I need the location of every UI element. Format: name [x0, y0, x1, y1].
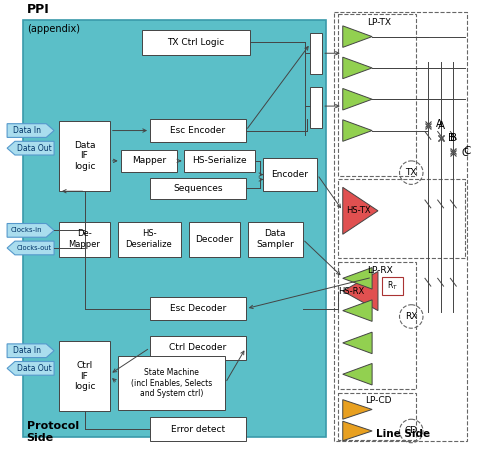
Bar	[264, 158, 317, 191]
Text: C: C	[463, 146, 470, 156]
Bar	[248, 221, 302, 257]
Text: R$_T$: R$_T$	[387, 280, 398, 292]
Text: (appendix): (appendix)	[27, 24, 80, 34]
Polygon shape	[343, 332, 372, 354]
Text: Ctrl Decoder: Ctrl Decoder	[169, 343, 227, 352]
Polygon shape	[7, 344, 54, 357]
Polygon shape	[343, 300, 372, 321]
Polygon shape	[343, 57, 372, 79]
Text: B: B	[450, 133, 457, 143]
Bar	[338, 262, 416, 389]
Text: Data Out: Data Out	[17, 144, 52, 153]
Bar	[59, 341, 110, 411]
Bar	[311, 87, 322, 128]
Text: Data In: Data In	[12, 126, 41, 135]
Polygon shape	[7, 141, 54, 155]
Polygon shape	[343, 363, 372, 385]
Text: CD: CD	[405, 427, 418, 436]
Text: HS-TX: HS-TX	[346, 206, 370, 215]
Text: Line Side: Line Side	[376, 429, 431, 439]
Polygon shape	[343, 88, 372, 110]
Bar	[311, 33, 322, 74]
Bar	[150, 119, 246, 142]
Bar	[120, 150, 178, 172]
Bar	[59, 221, 110, 257]
Bar	[23, 20, 326, 437]
Text: B: B	[448, 133, 455, 143]
Text: TX Ctrl Logic: TX Ctrl Logic	[168, 38, 225, 47]
Bar	[150, 336, 246, 360]
Text: State Machine
(incl Enables, Selects
and System ctrl): State Machine (incl Enables, Selects and…	[131, 368, 212, 398]
Polygon shape	[343, 120, 372, 141]
Bar	[382, 277, 403, 295]
Bar	[338, 393, 416, 440]
Polygon shape	[7, 241, 54, 255]
Text: Protocol
Side: Protocol Side	[27, 421, 79, 443]
Text: Clocks-out: Clocks-out	[17, 245, 52, 251]
Text: Error detect: Error detect	[171, 424, 225, 434]
Text: Mapper: Mapper	[132, 156, 166, 165]
Text: HS-Serialize: HS-Serialize	[192, 156, 247, 165]
Polygon shape	[343, 268, 372, 289]
Text: C: C	[461, 148, 468, 158]
Text: Data
IF
logic: Data IF logic	[73, 141, 95, 171]
Text: HS-RX: HS-RX	[338, 286, 364, 295]
Polygon shape	[7, 361, 54, 375]
Bar	[118, 356, 225, 410]
Text: Data
Sampler: Data Sampler	[256, 229, 294, 249]
Text: De-
Mapper: De- Mapper	[69, 229, 100, 249]
Text: Decoder: Decoder	[195, 235, 234, 244]
Polygon shape	[343, 187, 378, 234]
Text: Ctrl
IF
logic: Ctrl IF logic	[73, 361, 95, 391]
Polygon shape	[343, 26, 372, 48]
Polygon shape	[7, 224, 54, 237]
Text: Esc Encoder: Esc Encoder	[170, 126, 226, 135]
Text: Data In: Data In	[12, 346, 41, 355]
Bar	[59, 121, 110, 191]
Bar	[184, 150, 255, 172]
Bar	[150, 297, 246, 321]
Text: LP-CD: LP-CD	[365, 396, 392, 405]
Bar	[338, 14, 416, 176]
Text: Encoder: Encoder	[271, 170, 309, 179]
Text: HS-
Deserialize: HS- Deserialize	[126, 229, 172, 249]
Text: LP-RX: LP-RX	[367, 266, 393, 275]
Polygon shape	[7, 124, 54, 137]
Text: A: A	[436, 119, 443, 129]
Text: Clocks-in: Clocks-in	[11, 227, 43, 233]
Text: A: A	[438, 121, 445, 131]
Bar	[118, 221, 181, 257]
Bar	[150, 177, 246, 199]
Text: RX: RX	[405, 312, 418, 321]
Text: Data Out: Data Out	[17, 364, 52, 373]
Bar	[189, 221, 240, 257]
Polygon shape	[343, 272, 378, 311]
Bar	[334, 12, 467, 441]
Bar	[142, 30, 250, 55]
Text: Sequences: Sequences	[173, 184, 223, 193]
Text: Esc Decoder: Esc Decoder	[170, 304, 226, 313]
Polygon shape	[343, 400, 372, 419]
Bar	[150, 417, 246, 441]
Polygon shape	[343, 421, 372, 441]
Text: PPI: PPI	[27, 3, 49, 16]
Bar	[338, 180, 465, 258]
Text: LP-TX: LP-TX	[367, 18, 391, 27]
Text: TX: TX	[406, 168, 417, 177]
